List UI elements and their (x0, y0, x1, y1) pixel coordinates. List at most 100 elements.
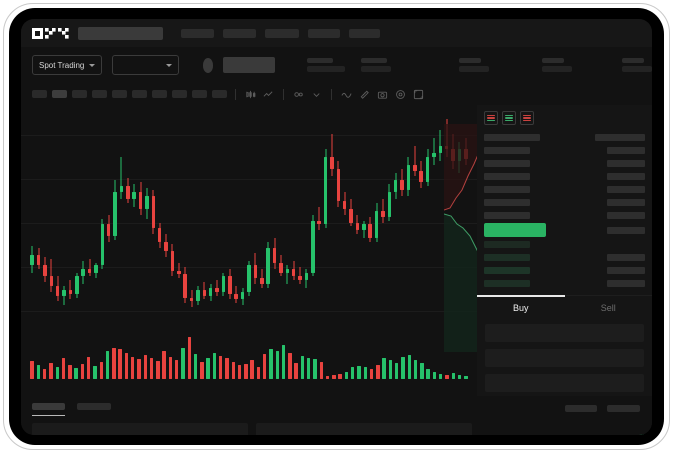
order-book-ask-row[interactable] (484, 196, 645, 209)
grid-line (21, 179, 477, 180)
order-book-ask-row[interactable] (484, 157, 645, 170)
candle (336, 111, 341, 311)
volume-bar (36, 364, 41, 379)
settings-icon[interactable] (394, 88, 407, 101)
candle (87, 111, 92, 311)
stat-24h-low (459, 58, 489, 72)
candle (62, 111, 66, 311)
candle (406, 111, 411, 311)
candle (413, 111, 417, 311)
chevron-down-icon (165, 63, 172, 67)
candle (215, 111, 219, 311)
candle (189, 111, 194, 311)
volume-bar (332, 375, 336, 379)
volume-bar (118, 349, 122, 379)
book-bids-icon[interactable] (502, 111, 516, 125)
fullscreen-icon[interactable] (412, 88, 425, 101)
volume-bar (432, 372, 437, 379)
tab-buy[interactable]: Buy (477, 295, 565, 319)
volume-bar (168, 357, 173, 379)
candle (317, 111, 321, 311)
bottom-action-2[interactable] (607, 405, 640, 412)
nav-item-5[interactable] (349, 28, 380, 38)
nav-item-1[interactable] (181, 28, 214, 38)
volume-bar (413, 359, 418, 379)
volume-bar (457, 375, 462, 379)
candlestick-series (29, 111, 469, 311)
chevron-down-icon[interactable] (310, 88, 323, 101)
order-book-ask-row[interactable] (484, 209, 645, 222)
line-chart-icon[interactable] (262, 88, 275, 101)
timeframe-button-9[interactable] (192, 90, 207, 98)
book-both-icon[interactable] (484, 111, 498, 125)
nav-item-3[interactable] (265, 28, 299, 38)
candle (208, 111, 213, 311)
volume-bar (445, 375, 449, 379)
order-book-bid-row[interactable] (484, 238, 645, 251)
bottom-action-1[interactable] (565, 405, 597, 412)
candle (177, 111, 181, 311)
bottom-tab-order-history[interactable] (77, 403, 111, 410)
orders-bottom-bar (21, 396, 652, 435)
order-book-bid-row[interactable] (484, 277, 645, 290)
candle (234, 111, 238, 311)
okx-logo-icon[interactable] (32, 27, 69, 39)
timeframe-button-2[interactable] (52, 90, 67, 98)
tab-sell[interactable]: Sell (565, 296, 653, 319)
volume-bar (350, 366, 355, 379)
timeframe-button-7[interactable] (152, 90, 167, 98)
candlestick-icon[interactable] (244, 88, 257, 101)
volume-bar (344, 372, 349, 379)
candle (228, 111, 232, 311)
volume-bar (401, 357, 405, 379)
timeframe-button-5[interactable] (112, 90, 127, 98)
bottom-panel-right[interactable] (256, 423, 472, 435)
candle (285, 111, 289, 311)
candle (30, 111, 34, 311)
trading-pair-selector[interactable] (112, 55, 179, 75)
order-total-field[interactable] (485, 374, 644, 392)
order-book-ask-row[interactable] (484, 170, 645, 183)
book-asks-icon[interactable] (520, 111, 534, 125)
order-amount-field[interactable] (485, 349, 644, 367)
order-price-field[interactable] (485, 324, 644, 342)
candle (126, 111, 130, 311)
order-book-ask-row[interactable] (484, 183, 645, 196)
volume-bar (250, 359, 254, 379)
market-type-selector[interactable]: Spot Trading (32, 55, 103, 75)
candle (387, 111, 392, 311)
market-sub-header: Spot Trading (21, 47, 652, 83)
candle (100, 111, 105, 311)
bottom-tab-open-orders[interactable] (32, 403, 65, 416)
nav-search-field[interactable] (78, 26, 163, 40)
timeframe-button-3[interactable] (72, 90, 87, 98)
timeframe-button-8[interactable] (172, 90, 187, 98)
volume-bar (420, 362, 424, 379)
grid-line (21, 135, 477, 136)
volume-bar (388, 359, 393, 379)
volume-bar (124, 353, 129, 379)
nav-item-2[interactable] (223, 28, 256, 38)
candle (355, 111, 360, 311)
timeframe-button-6[interactable] (132, 90, 147, 98)
order-book-ask-row[interactable] (484, 144, 645, 157)
price-chart[interactable] (21, 105, 477, 396)
timeframe-button-1[interactable] (32, 90, 47, 98)
volume-bar (61, 358, 66, 379)
bottom-panel-left[interactable] (32, 423, 248, 435)
candle (221, 111, 226, 311)
ruler-icon[interactable] (358, 88, 371, 101)
indicator-icon[interactable] (292, 88, 305, 101)
stat-24h-turnover (622, 58, 652, 72)
candle (240, 111, 245, 311)
wave-icon[interactable] (340, 88, 353, 101)
timeframe-button-10[interactable] (212, 90, 227, 98)
volume-bar (275, 351, 279, 379)
order-book-bid-row[interactable] (484, 251, 645, 264)
nav-item-4[interactable] (308, 28, 340, 38)
order-book-bid-row[interactable] (484, 264, 645, 277)
timeframe-button-4[interactable] (92, 90, 107, 98)
camera-icon[interactable] (376, 88, 389, 101)
volume-bar (206, 358, 210, 379)
